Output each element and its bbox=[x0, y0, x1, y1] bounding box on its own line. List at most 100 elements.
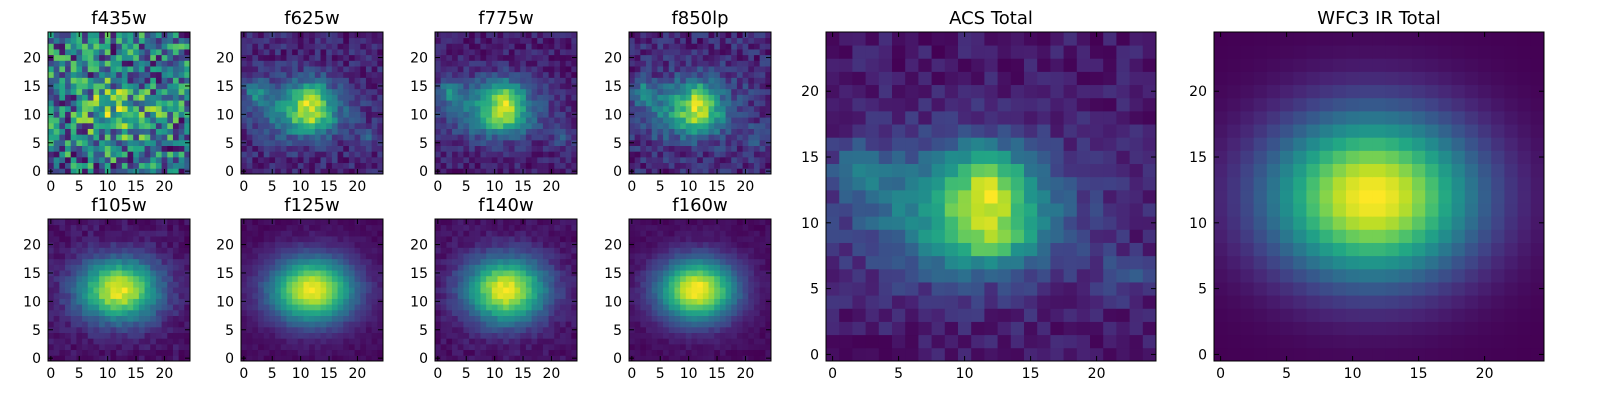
heatmap-cell bbox=[172, 287, 180, 294]
heatmap-cell bbox=[474, 343, 481, 351]
heatmap-cell bbox=[440, 275, 447, 282]
heatmap-cell bbox=[474, 77, 481, 84]
heatmap-cell bbox=[127, 241, 134, 248]
heatmap-cell bbox=[753, 77, 761, 84]
heatmap-cell bbox=[514, 292, 521, 299]
heatmap-cell bbox=[263, 224, 270, 231]
heatmap-cell bbox=[503, 60, 510, 67]
heatmap-cell bbox=[252, 49, 259, 56]
heatmap-cell bbox=[87, 117, 94, 124]
heatmap-cell bbox=[668, 128, 675, 135]
heatmap-cell bbox=[680, 60, 687, 67]
heatmap-cell bbox=[520, 83, 527, 90]
heatmap-cell bbox=[104, 292, 111, 299]
heatmap-cell bbox=[491, 326, 498, 333]
heatmap-cell bbox=[348, 60, 355, 67]
panel-title: f775w bbox=[478, 8, 533, 29]
heatmap-cell bbox=[104, 151, 111, 158]
heatmap-cell bbox=[99, 309, 106, 316]
heatmap-cell bbox=[531, 156, 538, 164]
heatmap-cell bbox=[104, 100, 111, 107]
heatmap-cell bbox=[348, 145, 355, 152]
heatmap-cell bbox=[354, 111, 361, 118]
heatmap-cell bbox=[680, 287, 687, 294]
heatmap-cell bbox=[258, 275, 265, 282]
heatmap-cell bbox=[452, 349, 459, 356]
heatmap-cell bbox=[110, 292, 117, 299]
heatmap-cell bbox=[121, 122, 128, 129]
heatmap-cell bbox=[65, 145, 72, 152]
heatmap-cell bbox=[110, 111, 117, 118]
heatmap-cell bbox=[446, 321, 453, 328]
heatmap-cell bbox=[167, 315, 174, 322]
heatmap-cell bbox=[150, 60, 157, 67]
heatmap-cell bbox=[252, 156, 259, 164]
heatmap-cell bbox=[241, 94, 248, 101]
heatmap-cell bbox=[76, 77, 83, 84]
x-tick-label: 20 bbox=[349, 366, 367, 382]
heatmap-cell bbox=[150, 134, 157, 141]
heatmap-cell bbox=[161, 264, 168, 271]
heatmap-cell bbox=[138, 49, 145, 56]
heatmap-cell bbox=[320, 253, 327, 260]
heatmap-cell bbox=[742, 298, 749, 305]
heatmap-cell bbox=[452, 287, 459, 294]
heatmap-cell bbox=[59, 94, 66, 101]
heatmap-cell bbox=[161, 94, 168, 101]
heatmap-cell bbox=[748, 168, 755, 175]
heatmap-cell bbox=[503, 258, 510, 265]
heatmap-cell bbox=[48, 343, 55, 351]
heatmap-cell bbox=[167, 94, 174, 101]
heatmap-cell bbox=[542, 156, 549, 164]
heatmap-cell bbox=[354, 128, 361, 135]
heatmap-cell bbox=[348, 275, 355, 282]
heatmap-cell bbox=[337, 332, 344, 339]
heatmap-cell bbox=[565, 37, 572, 44]
heatmap-cell bbox=[514, 100, 521, 107]
heatmap-cell bbox=[440, 139, 447, 146]
heatmap-cell bbox=[263, 83, 270, 90]
heatmap-cell bbox=[286, 275, 293, 282]
heatmap-cell bbox=[252, 298, 259, 305]
heatmap-cell bbox=[759, 32, 766, 39]
heatmap-cell bbox=[753, 326, 761, 333]
heatmap-cell bbox=[286, 230, 293, 237]
heatmap-cell bbox=[87, 304, 94, 311]
heatmap-cell bbox=[691, 88, 698, 95]
heatmap-cell bbox=[161, 66, 168, 73]
heatmap-cell bbox=[474, 43, 481, 50]
heatmap-cell bbox=[314, 49, 321, 56]
heatmap-cell bbox=[82, 88, 89, 95]
heatmap-cell bbox=[269, 224, 276, 231]
heatmap-cell bbox=[457, 343, 464, 351]
heatmap-cell bbox=[365, 54, 373, 61]
heatmap-cell bbox=[474, 287, 481, 294]
heatmap-cell bbox=[491, 236, 498, 243]
heatmap-cell bbox=[702, 32, 709, 39]
heatmap-cell bbox=[155, 315, 162, 322]
heatmap-cell bbox=[719, 349, 726, 356]
heatmap-cell bbox=[82, 71, 89, 78]
heatmap-cell bbox=[241, 304, 248, 311]
heatmap-cell bbox=[178, 32, 185, 39]
heatmap-cell bbox=[548, 349, 555, 356]
heatmap-cell bbox=[691, 168, 698, 175]
heatmap-cell bbox=[759, 168, 766, 175]
heatmap-cell bbox=[65, 122, 72, 129]
heatmap-cell bbox=[297, 247, 304, 254]
heatmap-cell bbox=[685, 343, 692, 351]
heatmap-cell bbox=[537, 326, 544, 333]
heatmap-cell bbox=[446, 270, 453, 277]
heatmap-cell bbox=[629, 71, 636, 78]
heatmap-cell bbox=[668, 43, 675, 50]
heatmap-cell bbox=[708, 162, 715, 169]
heatmap-cell bbox=[651, 134, 658, 141]
heatmap-cell bbox=[531, 236, 538, 243]
heatmap-cell bbox=[497, 32, 504, 39]
heatmap-cell bbox=[365, 304, 373, 311]
heatmap-cell bbox=[258, 134, 265, 141]
heatmap-cell bbox=[258, 122, 265, 129]
heatmap-cell bbox=[725, 37, 732, 44]
heatmap-cell bbox=[172, 338, 180, 345]
